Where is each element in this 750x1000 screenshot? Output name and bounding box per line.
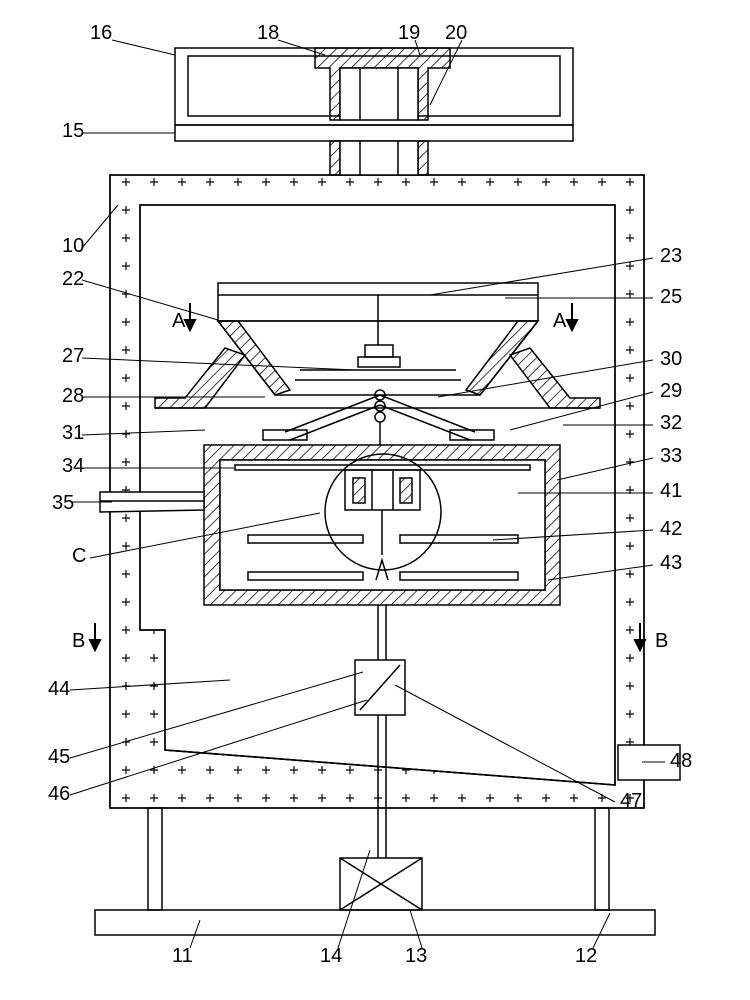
label-20: 20	[445, 22, 467, 45]
label-A2: A	[553, 310, 566, 333]
label-45: 45	[48, 746, 70, 769]
label-A1: A	[172, 310, 185, 333]
label-18: 18	[257, 22, 279, 45]
label-42: 42	[660, 518, 682, 541]
label-25: 25	[660, 286, 682, 309]
engineering-diagram	[0, 0, 750, 1000]
label-32: 32	[660, 412, 682, 435]
label-28: 28	[62, 385, 84, 408]
label-15: 15	[62, 120, 84, 143]
label-14: 14	[320, 945, 342, 968]
label-27: 27	[62, 345, 84, 368]
label-B1: B	[72, 630, 85, 653]
label-33: 33	[660, 445, 682, 468]
label-34: 34	[62, 455, 84, 478]
label-35: 35	[52, 492, 74, 515]
label-C: C	[72, 545, 86, 568]
label-31: 31	[62, 422, 84, 445]
label-12: 12	[575, 945, 597, 968]
label-22: 22	[62, 268, 84, 291]
label-48: 48	[670, 750, 692, 773]
label-23: 23	[660, 245, 682, 268]
diagram-container: 16 18 19 20 15 10 22 27 28 31 34 35 C B 44 45 46 23 25 30 29…	[0, 0, 750, 1000]
label-13: 13	[405, 945, 427, 968]
label-11: 11	[172, 945, 193, 968]
label-B2: B	[655, 630, 668, 653]
label-47: 47	[620, 790, 642, 813]
label-29: 29	[660, 380, 682, 403]
label-43: 43	[660, 552, 682, 575]
label-19: 19	[398, 22, 420, 45]
label-10: 10	[62, 235, 84, 258]
label-16: 16	[90, 22, 112, 45]
label-30: 30	[660, 348, 682, 371]
label-44: 44	[48, 678, 70, 701]
label-46: 46	[48, 783, 70, 806]
label-41: 41	[660, 480, 682, 503]
